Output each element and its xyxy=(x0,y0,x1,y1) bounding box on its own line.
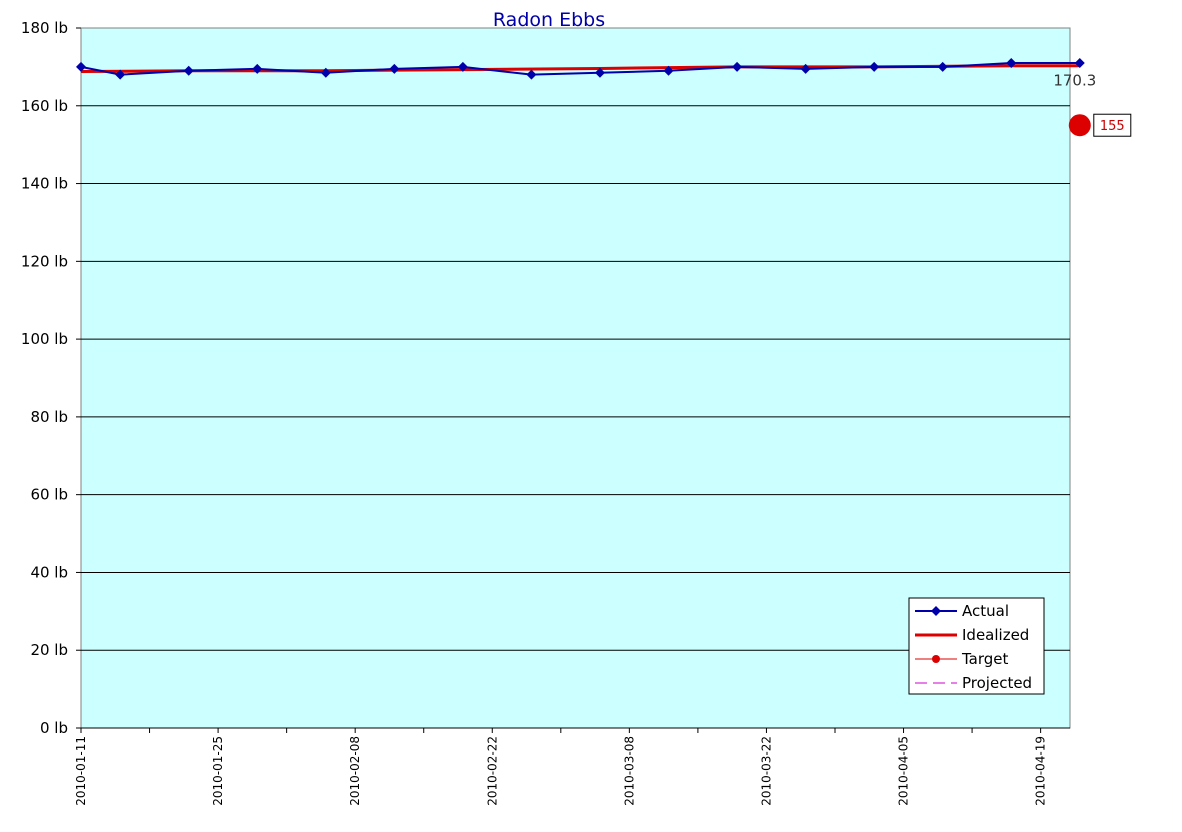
target-value-label: 155 xyxy=(1100,119,1125,134)
x-axis-ticks: 2010-01-11 2010-01-25 2010-02-08 2010-02-22… xyxy=(74,727,1070,806)
x-tick-label: 2010-02-22 xyxy=(485,736,499,806)
legend-box xyxy=(908,597,1045,695)
x-tick-label: 2010-04-19 xyxy=(1034,736,1048,806)
y-tick-label: 60 lb xyxy=(30,486,68,504)
actual-point xyxy=(1074,58,1085,68)
actual-point xyxy=(594,67,605,78)
y-tick-label: 180 lb xyxy=(21,19,68,37)
y-tick-label: 80 lb xyxy=(30,408,68,426)
legend-label: Projected xyxy=(962,674,1032,692)
legend: Actual Idealized Target Projected xyxy=(908,597,1045,695)
legend-marker-target xyxy=(932,655,940,663)
x-tick-label: 2010-01-11 xyxy=(74,736,88,806)
gridlines xyxy=(81,105,1070,651)
annotations: 170.3 155 xyxy=(1053,72,1132,137)
actual-point xyxy=(526,69,537,80)
x-tick-label: 2010-04-05 xyxy=(897,736,911,806)
y-tick-label: 120 lb xyxy=(21,252,68,270)
y-tick-label: 40 lb xyxy=(30,563,68,581)
chart-title: Radon Ebbs xyxy=(493,9,605,31)
plot-area xyxy=(80,27,1071,729)
target-label-box xyxy=(1093,113,1132,137)
x-tick-label: 2010-03-22 xyxy=(759,736,773,806)
y-tick-label: 160 lb xyxy=(21,97,68,115)
actual-point xyxy=(663,65,674,76)
y-axis-ticks: 0 lb 20 lb 40 lb 60 lb 80 lb 100 lb 120 lb 140 … xyxy=(21,19,81,737)
y-tick-label: 100 lb xyxy=(21,330,68,348)
legend-label: Target xyxy=(961,650,1009,668)
y-tick-label: 0 lb xyxy=(40,719,68,737)
series-actual-line xyxy=(80,62,1080,76)
actual-point xyxy=(937,61,948,72)
actual-point xyxy=(320,67,331,78)
legend-label: Idealized xyxy=(962,626,1029,644)
actual-point xyxy=(869,61,880,72)
y-tick-label: 20 lb xyxy=(30,641,68,659)
x-tick-label: 2010-03-08 xyxy=(622,736,636,806)
actual-point xyxy=(800,63,811,74)
idealized-value-label: 170.3 xyxy=(1053,72,1096,90)
x-tick-label: 2010-01-25 xyxy=(211,736,225,806)
y-tick-label: 140 lb xyxy=(21,175,68,193)
actual-point xyxy=(76,61,86,72)
actual-point xyxy=(183,65,194,76)
target-point xyxy=(1068,114,1091,137)
actual-point xyxy=(115,69,126,80)
actual-point xyxy=(457,61,468,72)
legend-marker-actual xyxy=(931,606,941,616)
actual-point xyxy=(389,63,400,74)
legend-label: Actual xyxy=(962,602,1009,620)
actual-point xyxy=(1006,58,1017,68)
actual-point xyxy=(732,61,743,72)
actual-point xyxy=(252,63,263,74)
series-layer xyxy=(76,58,1091,137)
x-tick-label: 2010-02-08 xyxy=(348,736,362,806)
